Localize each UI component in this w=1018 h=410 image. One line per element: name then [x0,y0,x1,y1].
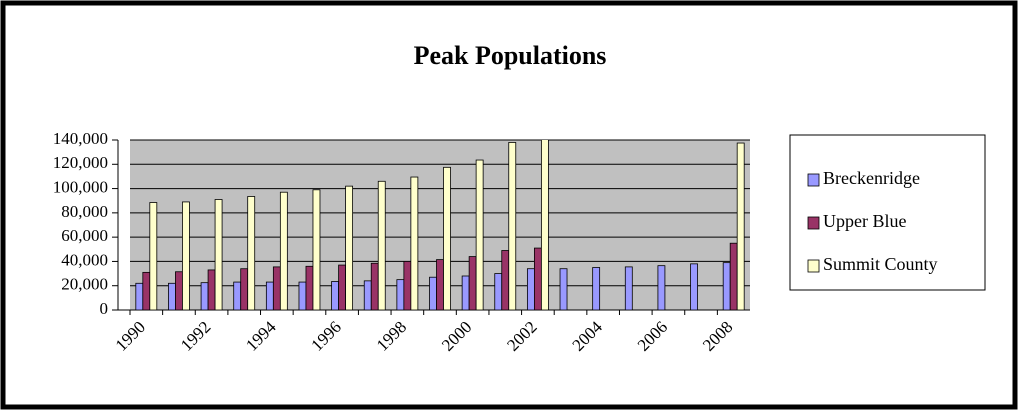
bar [305,265,314,311]
bar [377,180,386,311]
bar [233,281,242,311]
bar [279,191,288,311]
legend-box [789,134,986,291]
bar [200,282,209,311]
bar [443,166,451,311]
bar [331,281,340,311]
legend-swatch [807,216,820,230]
legend-label: Upper Blue [823,211,906,231]
y-tick-label: 120,000 [53,153,108,172]
bar [338,264,347,311]
bar [247,196,256,311]
bars [135,140,745,311]
bar [729,242,738,311]
legend-label: Breckenridge [823,168,920,188]
bar [182,201,190,311]
bar [540,140,549,311]
legend-label: Summit County [823,254,938,274]
y-tick-label: 100,000 [53,177,108,196]
bar [142,271,151,311]
bar [298,281,307,311]
bar [312,189,321,311]
bar [410,176,419,311]
y-tick-label: 40,000 [61,250,108,269]
bar [403,261,412,311]
bar [214,199,223,311]
bar [272,266,281,311]
y-tick-label: 60,000 [61,226,108,245]
bar [345,185,354,311]
bar [508,142,517,311]
bar [736,142,745,311]
bar [559,268,568,311]
bar [592,267,601,311]
bar [722,262,731,311]
bar [370,262,379,311]
y-tick-label: 20,000 [61,275,108,294]
legend-swatch [807,259,820,273]
bar [475,159,484,311]
bar [526,268,535,311]
bar [168,282,176,311]
legend-swatch [807,173,820,187]
chart-title: Peak Populations [414,41,607,70]
bar [657,265,666,311]
bar [265,281,274,311]
bar [135,282,144,311]
bar [436,259,444,311]
y-tick-label: 140,000 [53,129,108,148]
bar [429,276,437,311]
bar [624,266,633,311]
bar [240,268,249,311]
bar [494,273,503,311]
y-tick-label: 80,000 [61,202,108,221]
bar [149,202,158,311]
bar [363,280,372,311]
bar [533,247,542,311]
bar [175,271,183,311]
bar [461,275,470,311]
bar [690,263,698,311]
bar [396,279,405,311]
y-tick-label: 0 [100,299,109,318]
bar [468,256,477,311]
bar [207,269,216,311]
bar [501,250,510,311]
